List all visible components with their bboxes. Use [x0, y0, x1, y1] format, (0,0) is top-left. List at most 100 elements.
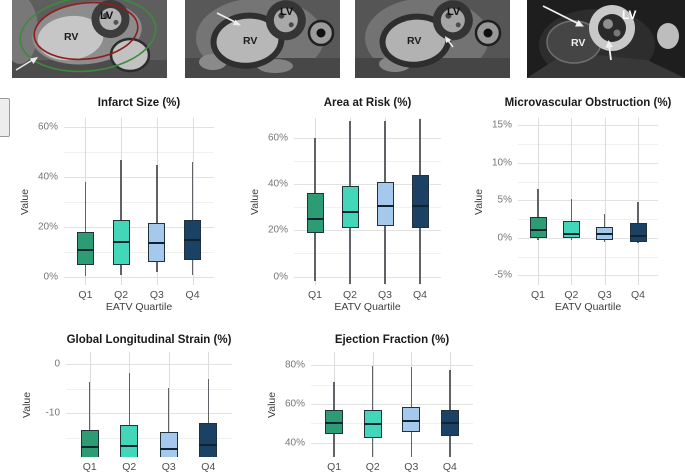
y-tick-label: 60%	[267, 132, 288, 144]
boxplot-median-q3	[148, 242, 166, 245]
lv-label: LV	[622, 8, 636, 22]
plot-panel	[518, 118, 658, 285]
x-tick-label: Q2	[342, 289, 358, 301]
lv-label: LV	[100, 10, 114, 22]
y-tick-label: 20%	[37, 221, 58, 233]
lv-label: LV	[280, 6, 294, 18]
x-axis-label: EATV Quartile	[334, 301, 401, 313]
grid-minor-line	[294, 160, 441, 162]
x-axis-label: EATV Quartile	[554, 301, 622, 313]
y-tick-label: 0%	[497, 232, 512, 244]
boxplot-box-q4	[629, 222, 647, 242]
chart-title: Area at Risk (%)	[323, 97, 412, 109]
rv-label: RV	[243, 35, 257, 47]
pointer-arrow-icon	[216, 12, 241, 26]
plot-panel	[294, 118, 441, 285]
x-tick-label: Q4	[630, 289, 646, 301]
boxplot-box-q1	[306, 193, 324, 233]
pointer-arrow-icon	[542, 5, 584, 27]
plot-panel	[64, 118, 214, 285]
x-tick-label: Q4	[412, 289, 428, 301]
grid-major-line	[518, 237, 658, 239]
lv-label: LV	[447, 6, 461, 18]
rv-label: RV	[571, 37, 585, 49]
y-tick-label: 10%	[491, 157, 512, 169]
grid-major-line	[294, 184, 441, 185]
y-tick-label: 5%	[497, 194, 512, 206]
rv-label: RV	[407, 35, 421, 47]
boxplot-median-q1	[529, 229, 547, 232]
grid-minor-line	[64, 202, 214, 203]
grid-minor-line	[294, 253, 441, 255]
x-tick-label: Q4	[185, 289, 200, 301]
boxplot-median-q2	[562, 233, 580, 236]
y-tick-label: 0%	[43, 271, 58, 283]
grid-minor-line	[518, 144, 658, 146]
chart-microvascular-obstruction: Microvascular Obstruction (%) p = 0.012 …	[473, 95, 685, 313]
boxplot-median-q2	[363, 423, 382, 426]
plot-panel	[311, 352, 473, 457]
chart-global-longitudinal-strain: Global Longitudinal Strain (%) p = 0.330…	[0, 332, 260, 473]
grid-vertical-line	[638, 118, 639, 285]
boxplot-whisker-q1	[84, 182, 87, 276]
boxplot-median-q4	[411, 205, 429, 208]
boxplot-whisker-q4	[637, 201, 639, 244]
boxplot-box-q1	[76, 232, 94, 265]
boxplot-whisker-q1	[537, 189, 539, 241]
mri-panel-cine-3: RV LV	[355, 0, 510, 78]
grid-major-line	[64, 227, 214, 228]
y-tick-label: 40%	[267, 178, 288, 190]
y-tick-label: 40%	[284, 437, 305, 449]
chart-title: Microvascular Obstruction (%)	[504, 97, 672, 109]
x-tick-label: Q4	[442, 461, 457, 473]
chart-infarct-size: Infarct Size (%) p = 0.032 Value EATV Qu…	[0, 95, 245, 313]
boxplot-box-q1	[529, 216, 547, 238]
x-tick-label: Q1	[82, 461, 97, 473]
boxplot-box-q4	[411, 174, 429, 228]
heart-structures	[379, 0, 473, 68]
grid-minor-line	[518, 256, 658, 258]
boxplot-median-q1	[325, 421, 344, 424]
y-tick-label: -10	[45, 407, 60, 419]
mri-image-4: RV LV	[527, 0, 685, 78]
y-tick-label: 60%	[37, 121, 58, 133]
x-tick-label: Q3	[161, 461, 176, 473]
x-tick-label: Q1	[307, 289, 323, 301]
x-tick-label: Q3	[597, 289, 612, 301]
boxplot-whisker-q3	[168, 388, 170, 457]
boxplot-whisker-q3	[156, 164, 158, 272]
boxplot-box-q3	[376, 181, 394, 226]
grid-major-line	[294, 276, 441, 278]
grid-major-line	[66, 364, 232, 366]
boxplot-whisker-q2	[570, 198, 573, 241]
boxplot-median-q3	[376, 205, 394, 208]
x-tick-label: Q2	[114, 289, 129, 301]
y-tick-label: 15%	[491, 119, 512, 131]
x-tick-label: Q2	[564, 289, 579, 301]
grid-major-line	[64, 127, 214, 128]
grid-major-line	[66, 413, 232, 415]
x-tick-label: Q2	[365, 461, 380, 473]
cropped-control-fragment[interactable]	[0, 98, 10, 137]
boxplot-whisker-q2	[120, 159, 122, 275]
plot-panel	[66, 352, 232, 457]
x-tick-label: Q4	[201, 461, 216, 473]
grid-major-line	[518, 162, 658, 164]
x-tick-label: Q3	[377, 289, 393, 301]
boxplot-median-q4	[440, 422, 459, 425]
boxplot-whisker-q4	[191, 162, 194, 275]
boxplot-median-q1	[76, 248, 94, 251]
boxplot-box-q1	[80, 429, 99, 457]
boxplot-whisker-q4	[207, 379, 209, 457]
grid-major-line	[311, 442, 473, 444]
boxplot-median-q2	[120, 445, 139, 448]
rv-label: RV	[64, 31, 78, 43]
x-tick-label: Q2	[122, 461, 137, 473]
mri-image-2: RV LV	[185, 0, 340, 78]
boxplot-box-q2	[120, 425, 139, 457]
y-tick-label: 80%	[284, 359, 305, 371]
y-tick-label: 0%	[273, 271, 288, 283]
grid-minor-line	[64, 152, 214, 153]
boxplot-box-q2	[341, 186, 359, 229]
